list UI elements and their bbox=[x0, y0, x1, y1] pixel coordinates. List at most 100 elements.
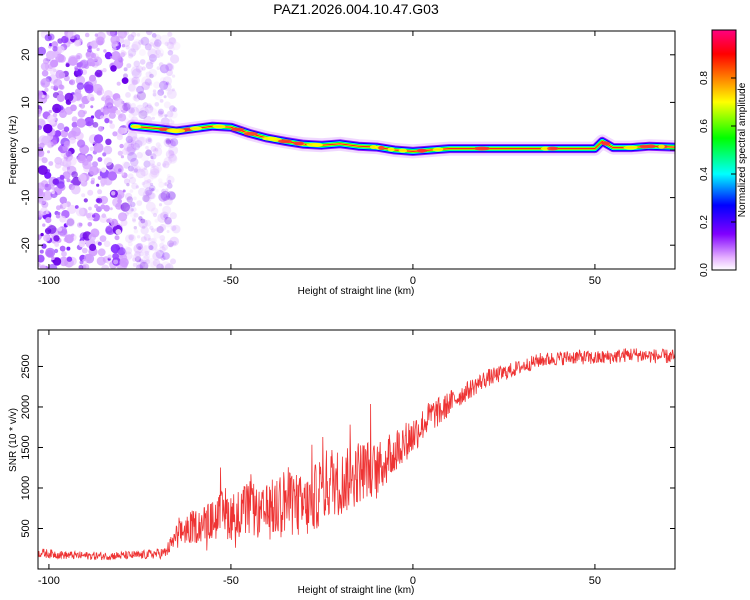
noise-blob bbox=[118, 104, 125, 111]
noise-blob bbox=[45, 247, 56, 258]
noise-blob bbox=[158, 203, 163, 207]
noise-blob bbox=[99, 235, 107, 243]
noise-blob bbox=[65, 63, 70, 68]
noise-blob bbox=[123, 246, 131, 253]
x-tick-label: 0 bbox=[410, 575, 416, 587]
noise-blob bbox=[169, 105, 176, 112]
noise-blob bbox=[153, 164, 162, 174]
noise-blob bbox=[133, 168, 138, 173]
noise-blob bbox=[141, 66, 146, 71]
spectrogram-x-axis-label: Height of straight line (km) bbox=[298, 286, 415, 297]
noise-blob bbox=[149, 106, 154, 111]
noise-blob bbox=[130, 77, 139, 85]
noise-blob bbox=[40, 232, 44, 237]
noise-blob bbox=[87, 222, 93, 227]
noise-blob bbox=[134, 140, 143, 148]
noise-blob bbox=[155, 142, 161, 148]
noise-blob bbox=[75, 207, 85, 217]
noise-blob bbox=[39, 249, 44, 254]
ridge-highlight bbox=[212, 124, 226, 129]
noise-blob bbox=[167, 89, 177, 99]
noise-blob bbox=[149, 37, 159, 48]
noise-blob bbox=[167, 50, 174, 56]
y-tick-label: 20 bbox=[20, 49, 32, 61]
noise-blob bbox=[142, 259, 147, 264]
noise-blob bbox=[150, 153, 157, 160]
noise-blob bbox=[162, 163, 167, 168]
noise-blob bbox=[71, 126, 81, 137]
noise-blob bbox=[103, 157, 113, 166]
noise-blob bbox=[152, 259, 161, 267]
noise-blob bbox=[154, 148, 159, 152]
noise-blob bbox=[40, 207, 49, 216]
y-tick-label: -20 bbox=[20, 237, 32, 253]
noise-blob bbox=[135, 168, 146, 179]
noise-blob bbox=[132, 262, 137, 267]
noise-blob bbox=[143, 233, 151, 241]
noise-blob bbox=[128, 108, 133, 113]
noise-blob bbox=[154, 39, 162, 47]
noise-blob bbox=[78, 264, 84, 269]
noise-blob bbox=[164, 181, 170, 187]
noise-blob bbox=[172, 107, 178, 113]
snr-series-line bbox=[38, 348, 675, 561]
noise-blob bbox=[47, 141, 54, 149]
noise-blob bbox=[133, 212, 139, 218]
colorbar-label: Normalized spectral amplitude bbox=[737, 82, 748, 217]
noise-blob bbox=[127, 138, 134, 146]
noise-blob bbox=[110, 35, 120, 45]
noise-blob bbox=[135, 104, 145, 114]
noise-blob bbox=[140, 168, 149, 177]
noise-blob bbox=[109, 123, 115, 129]
noise-blob bbox=[51, 256, 55, 261]
noise-blob bbox=[151, 207, 159, 215]
noise-blob bbox=[167, 62, 171, 66]
noise-blob bbox=[146, 179, 151, 185]
noise-blob bbox=[145, 149, 152, 156]
noise-blob bbox=[83, 253, 92, 262]
noise-blob bbox=[168, 37, 177, 46]
noise-blob bbox=[131, 76, 140, 85]
noise-blob bbox=[132, 95, 138, 101]
noise-blob bbox=[136, 33, 141, 37]
noise-blob bbox=[39, 264, 47, 269]
ridge-highlight bbox=[243, 131, 258, 136]
noise-blob bbox=[166, 182, 173, 189]
noise-blob bbox=[131, 142, 138, 149]
noise-blob bbox=[170, 225, 177, 232]
noise-blob bbox=[158, 192, 168, 202]
noise-blob bbox=[123, 141, 134, 152]
noise-blob bbox=[168, 154, 178, 164]
noise-blob bbox=[171, 224, 181, 234]
noise-blob bbox=[136, 242, 143, 250]
noise-blob bbox=[130, 44, 139, 53]
noise-blob bbox=[133, 196, 137, 201]
noise-blob bbox=[127, 48, 137, 57]
spectrogram-ticks: -100 -50 0 50 20 10 0 -10 -20 bbox=[20, 31, 675, 287]
noise-blob bbox=[79, 260, 84, 265]
noise-blob bbox=[103, 145, 113, 155]
noise-blob bbox=[148, 82, 153, 86]
ridge-highlight bbox=[547, 146, 559, 151]
noise-blob bbox=[120, 52, 126, 58]
noise-blob bbox=[82, 264, 87, 269]
noise-blob bbox=[106, 31, 116, 37]
noise-blob bbox=[77, 109, 86, 118]
noise-blob bbox=[164, 263, 174, 269]
x-tick-label: 50 bbox=[589, 575, 601, 587]
noise-blob bbox=[134, 250, 141, 258]
noise-blob bbox=[38, 125, 42, 131]
noise-blob bbox=[66, 166, 71, 170]
noise-blob bbox=[71, 184, 81, 195]
noise-blob bbox=[137, 136, 147, 146]
noise-blob bbox=[89, 74, 96, 82]
noise-blob bbox=[59, 215, 66, 223]
noise-blob bbox=[58, 71, 66, 79]
noise-blob bbox=[142, 191, 150, 198]
noise-blob bbox=[40, 120, 46, 126]
noise-blob bbox=[112, 252, 119, 260]
noise-blob bbox=[65, 150, 72, 157]
noise-blob bbox=[166, 175, 175, 184]
noise-blob bbox=[166, 69, 173, 77]
noise-blob bbox=[52, 46, 58, 52]
